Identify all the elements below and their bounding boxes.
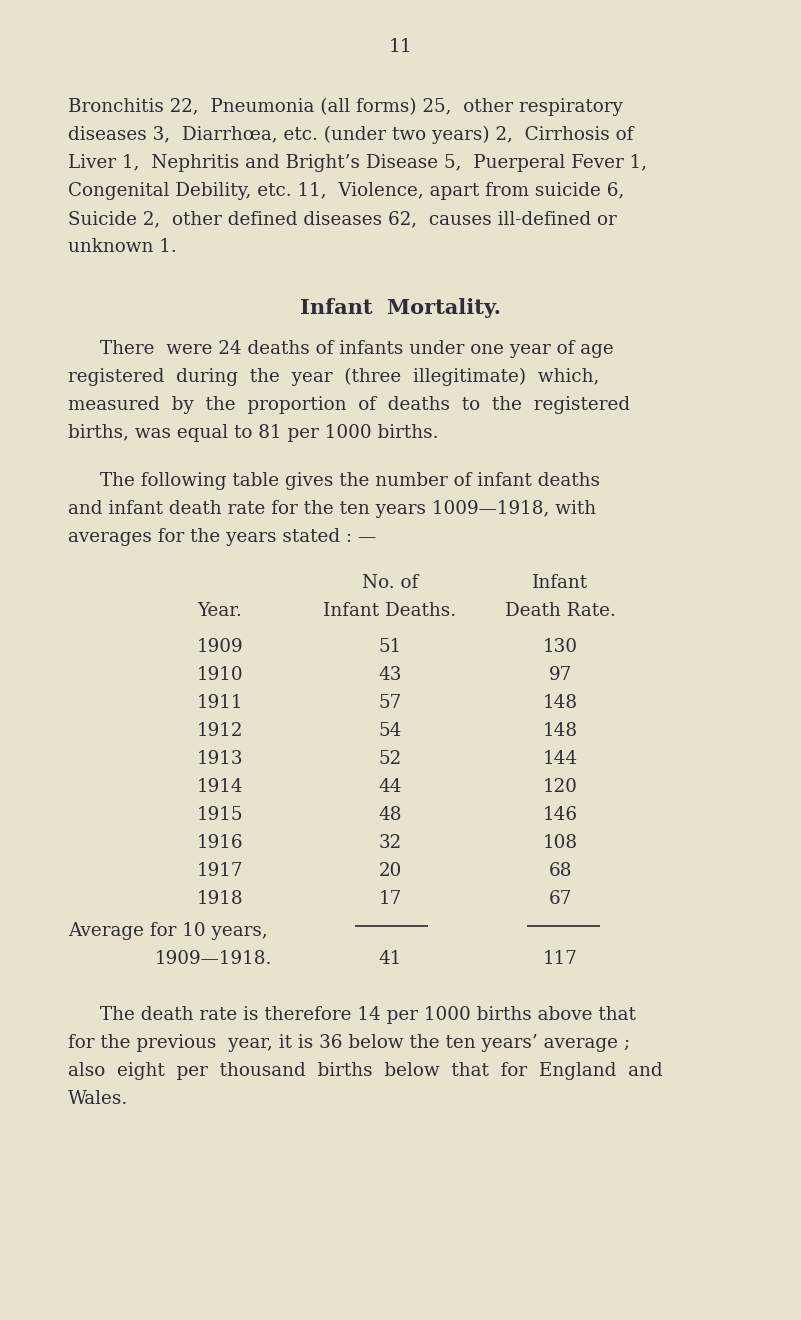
Text: 17: 17 — [378, 890, 401, 908]
Text: measured  by  the  proportion  of  deaths  to  the  registered: measured by the proportion of deaths to … — [68, 396, 630, 414]
Text: diseases 3,  Diarrhœa, etc. (under two years) 2,  Cirrhosis of: diseases 3, Diarrhœa, etc. (under two ye… — [68, 125, 634, 144]
Text: 1915: 1915 — [197, 807, 244, 824]
Text: 44: 44 — [378, 777, 402, 796]
Text: 1909: 1909 — [197, 638, 244, 656]
Text: 1913: 1913 — [197, 750, 244, 768]
Text: No. of: No. of — [362, 574, 418, 591]
Text: 130: 130 — [542, 638, 578, 656]
Text: Infant: Infant — [532, 574, 588, 591]
Text: 1918: 1918 — [197, 890, 244, 908]
Text: 97: 97 — [549, 667, 572, 684]
Text: There  were 24 deaths of infants under one year of age: There were 24 deaths of infants under on… — [100, 341, 614, 358]
Text: also  eight  per  thousand  births  below  that  for  England  and: also eight per thousand births below tha… — [68, 1063, 662, 1080]
Text: for the previous  year, it is 36 below the ten years’ average ;: for the previous year, it is 36 below th… — [68, 1034, 630, 1052]
Text: 52: 52 — [378, 750, 401, 768]
Text: 54: 54 — [378, 722, 401, 741]
Text: 1912: 1912 — [197, 722, 244, 741]
Text: 148: 148 — [542, 694, 578, 711]
Text: 120: 120 — [542, 777, 578, 796]
Text: 48: 48 — [378, 807, 402, 824]
Text: Death Rate.: Death Rate. — [505, 602, 615, 620]
Text: The following table gives the number of infant deaths: The following table gives the number of … — [100, 473, 600, 490]
Text: 41: 41 — [378, 950, 401, 968]
Text: 144: 144 — [542, 750, 578, 768]
Text: 32: 32 — [378, 834, 401, 851]
Text: 20: 20 — [378, 862, 401, 880]
Text: births, was equal to 81 per 1000 births.: births, was equal to 81 per 1000 births. — [68, 424, 438, 442]
Text: Liver 1,  Nephritis and Bright’s Disease 5,  Puerperal Fever 1,: Liver 1, Nephritis and Bright’s Disease … — [68, 154, 647, 172]
Text: The death rate is therefore 14 per 1000 births above that: The death rate is therefore 14 per 1000 … — [100, 1006, 636, 1024]
Text: 67: 67 — [549, 890, 572, 908]
Text: Bronchitis 22,  Pneumonia (all forms) 25,  other respiratory: Bronchitis 22, Pneumonia (all forms) 25,… — [68, 98, 623, 116]
Text: and infant death rate for the ten years 1009—1918, with: and infant death rate for the ten years … — [68, 500, 596, 517]
Text: 1916: 1916 — [197, 834, 244, 851]
Text: 1917: 1917 — [197, 862, 244, 880]
Text: 108: 108 — [542, 834, 578, 851]
Text: 51: 51 — [378, 638, 401, 656]
Text: Congenital Debility, etc. 11,  Violence, apart from suicide 6,: Congenital Debility, etc. 11, Violence, … — [68, 182, 624, 201]
Text: Suicide 2,  other defined diseases 62,  causes ill-defined or: Suicide 2, other defined diseases 62, ca… — [68, 210, 617, 228]
Text: 43: 43 — [378, 667, 401, 684]
Text: 1910: 1910 — [197, 667, 244, 684]
Text: Infant  Mortality.: Infant Mortality. — [300, 298, 501, 318]
Text: Year.: Year. — [198, 602, 243, 620]
Text: Average for 10 years,: Average for 10 years, — [68, 921, 268, 940]
Text: 11: 11 — [388, 38, 413, 55]
Text: 148: 148 — [542, 722, 578, 741]
Text: Infant Deaths.: Infant Deaths. — [324, 602, 457, 620]
Text: 1911: 1911 — [197, 694, 244, 711]
Text: 68: 68 — [548, 862, 572, 880]
Text: registered  during  the  year  (three  illegitimate)  which,: registered during the year (three illegi… — [68, 368, 599, 387]
Text: 117: 117 — [542, 950, 578, 968]
Text: unknown 1.: unknown 1. — [68, 238, 177, 256]
Text: 57: 57 — [378, 694, 401, 711]
Text: 146: 146 — [542, 807, 578, 824]
Text: 1914: 1914 — [197, 777, 244, 796]
Text: Wales.: Wales. — [68, 1090, 128, 1107]
Text: averages for the years stated : —: averages for the years stated : — — [68, 528, 376, 546]
Text: 1909—1918.: 1909—1918. — [155, 950, 272, 968]
